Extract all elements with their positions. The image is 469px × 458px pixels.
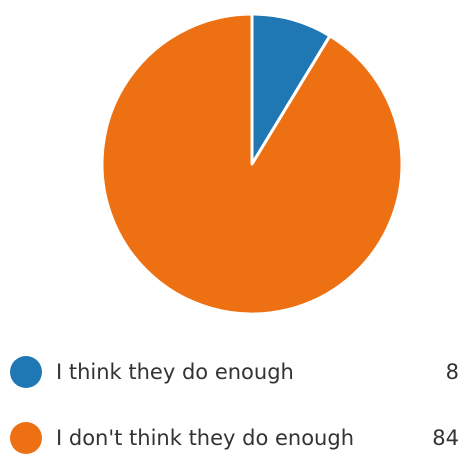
legend-value: 8 <box>445 360 459 384</box>
pie-chart <box>100 12 404 316</box>
legend-label: I think they do enough <box>56 360 294 384</box>
legend-item-not-think-enough[interactable]: I don't think they do enough 84 <box>0 418 469 458</box>
pie-slice-1[interactable] <box>100 12 404 316</box>
legend-swatch-not-think-enough <box>10 422 42 454</box>
pie-svg <box>100 12 404 316</box>
legend-label: I don't think they do enough <box>56 426 355 450</box>
legend-item-think-enough[interactable]: I think they do enough 8 <box>0 352 469 392</box>
legend-value: 84 <box>432 426 459 450</box>
pie-slice-0[interactable] <box>250 12 332 166</box>
legend-swatch-think-enough <box>10 356 42 388</box>
